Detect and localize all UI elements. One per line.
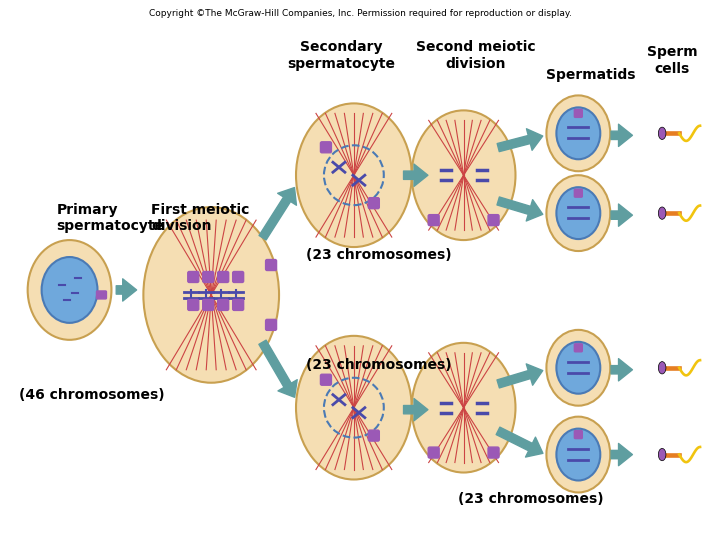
- FancyBboxPatch shape: [266, 260, 276, 271]
- Ellipse shape: [546, 330, 611, 406]
- FancyBboxPatch shape: [233, 299, 243, 310]
- FancyBboxPatch shape: [203, 272, 214, 282]
- FancyBboxPatch shape: [320, 374, 331, 385]
- FancyBboxPatch shape: [203, 299, 214, 310]
- FancyBboxPatch shape: [575, 430, 582, 438]
- FancyBboxPatch shape: [428, 214, 439, 226]
- FancyBboxPatch shape: [188, 272, 199, 282]
- Ellipse shape: [658, 127, 666, 139]
- Text: Second meiotic
division: Second meiotic division: [415, 40, 536, 71]
- Ellipse shape: [557, 107, 600, 159]
- Ellipse shape: [546, 417, 611, 492]
- Ellipse shape: [143, 207, 279, 383]
- FancyBboxPatch shape: [488, 447, 499, 458]
- Ellipse shape: [546, 175, 611, 251]
- Ellipse shape: [412, 110, 516, 240]
- FancyBboxPatch shape: [575, 110, 582, 117]
- Ellipse shape: [557, 342, 600, 394]
- Ellipse shape: [546, 96, 611, 171]
- FancyBboxPatch shape: [575, 189, 582, 197]
- FancyBboxPatch shape: [217, 299, 229, 310]
- FancyBboxPatch shape: [369, 430, 379, 441]
- Ellipse shape: [296, 103, 412, 247]
- Ellipse shape: [557, 429, 600, 481]
- Ellipse shape: [27, 240, 112, 340]
- Ellipse shape: [658, 362, 666, 374]
- Text: (23 chromosomes): (23 chromosomes): [306, 358, 451, 372]
- Text: Sperm
cells: Sperm cells: [647, 45, 698, 76]
- FancyBboxPatch shape: [188, 299, 199, 310]
- Text: Copyright ©The McGraw-Hill Companies, Inc. Permission required for reproduction : Copyright ©The McGraw-Hill Companies, In…: [150, 9, 572, 18]
- Ellipse shape: [42, 257, 97, 323]
- FancyBboxPatch shape: [96, 291, 107, 299]
- Ellipse shape: [557, 187, 600, 239]
- Text: (46 chromosomes): (46 chromosomes): [19, 388, 164, 402]
- Text: (23 chromosomes): (23 chromosomes): [458, 492, 603, 507]
- Ellipse shape: [658, 207, 666, 219]
- FancyBboxPatch shape: [233, 272, 243, 282]
- FancyBboxPatch shape: [217, 272, 229, 282]
- FancyBboxPatch shape: [428, 447, 439, 458]
- FancyBboxPatch shape: [266, 319, 276, 330]
- Text: (23 chromosomes): (23 chromosomes): [306, 248, 451, 262]
- FancyBboxPatch shape: [575, 344, 582, 352]
- Text: Primary
spermatocyte: Primary spermatocyte: [57, 203, 165, 233]
- FancyBboxPatch shape: [320, 142, 331, 153]
- Text: Secondary
spermatocyte: Secondary spermatocyte: [287, 40, 395, 71]
- FancyBboxPatch shape: [488, 214, 499, 226]
- Text: First meiotic
division: First meiotic division: [151, 203, 250, 233]
- Ellipse shape: [296, 336, 412, 480]
- Ellipse shape: [412, 343, 516, 472]
- FancyBboxPatch shape: [369, 198, 379, 208]
- Text: Spermatids: Spermatids: [546, 69, 635, 83]
- Ellipse shape: [658, 448, 666, 461]
